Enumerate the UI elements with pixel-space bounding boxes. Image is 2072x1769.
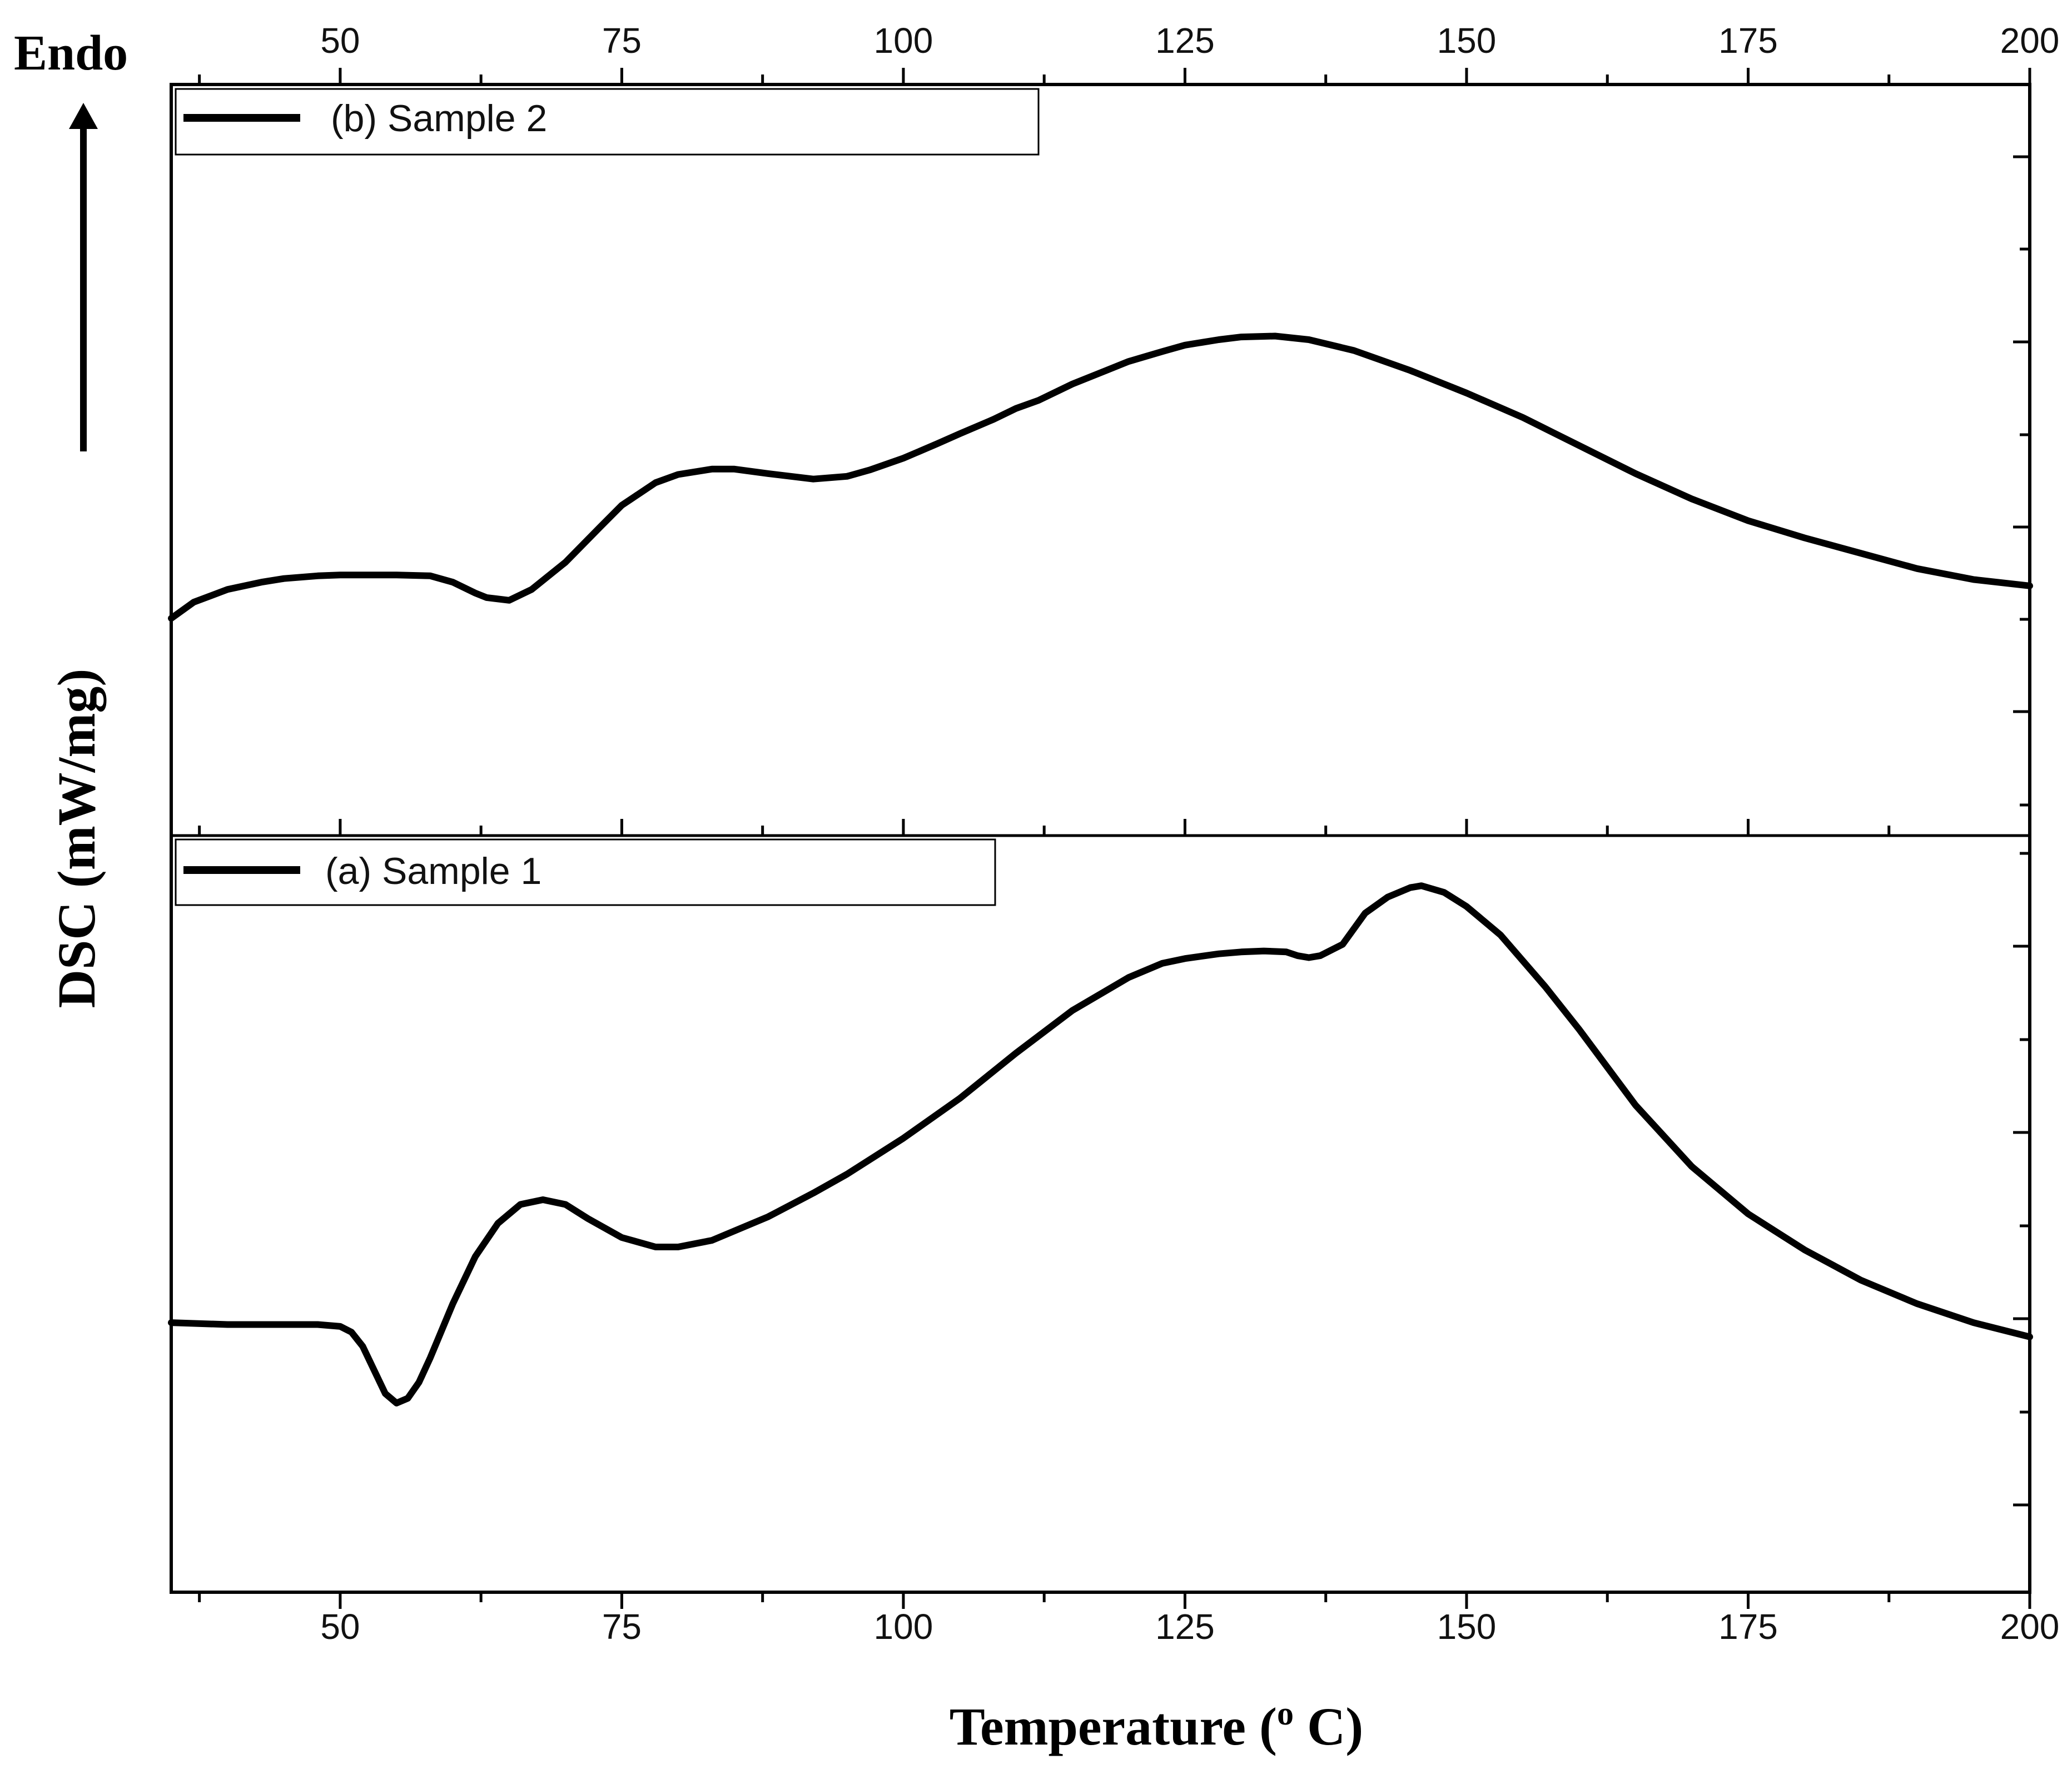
legend-top: (b) Sample 2 [175, 88, 1040, 156]
bottom-x-axis-ticks: 50 75 100 125 150 175 200 [198, 819, 2060, 1647]
plot-frame [170, 83, 2031, 1594]
bottom-x-tick-label: 75 [602, 1607, 642, 1647]
endo-label: Endo [14, 26, 128, 81]
bottom-x-tick-label: 50 [320, 1607, 360, 1647]
legend-label-sample-2: (b) Sample 2 [331, 97, 547, 140]
x-axis-title-superscript: o [1277, 1695, 1294, 1732]
bottom-x-tick-label: 200 [2000, 1607, 2060, 1647]
series-line-sample-2 [168, 332, 2033, 622]
top-x-tick-label: 150 [1437, 21, 1497, 61]
right-y-axis-ticks [2013, 155, 2030, 1507]
bottom-x-tick-label: 125 [1155, 1607, 1215, 1647]
legend-box-bottom [175, 838, 996, 906]
bottom-x-tick-label: 175 [1718, 1607, 1778, 1647]
x-axis-title-main: Temperature ( [950, 1697, 1277, 1756]
legend-bottom: (a) Sample 1 [175, 838, 996, 906]
bottom-x-tick-label: 150 [1437, 1607, 1497, 1647]
top-x-tick-label: 175 [1718, 21, 1778, 61]
top-x-tick-label: 125 [1155, 21, 1215, 61]
x-axis-title-end: C) [1294, 1697, 1363, 1756]
top-x-tick-label: 200 [2000, 21, 2060, 61]
legend-box-top [175, 88, 1040, 156]
series-line-sample-1 [168, 882, 2033, 1407]
bottom-x-tick-label: 100 [874, 1607, 933, 1647]
top-x-tick-label: 75 [602, 21, 642, 61]
top-x-axis-ticks: 50 75 100 125 150 175 200 [198, 21, 2060, 85]
top-x-tick-label: 50 [320, 21, 360, 61]
y-axis-title: DSC (mW/mg) [47, 669, 106, 1008]
top-x-tick-label: 100 [874, 21, 933, 61]
x-axis-title: Temperature (o C) [950, 1695, 1364, 1756]
legend-label-sample-1: (a) Sample 1 [325, 850, 541, 892]
endo-arrow-icon [69, 103, 98, 129]
